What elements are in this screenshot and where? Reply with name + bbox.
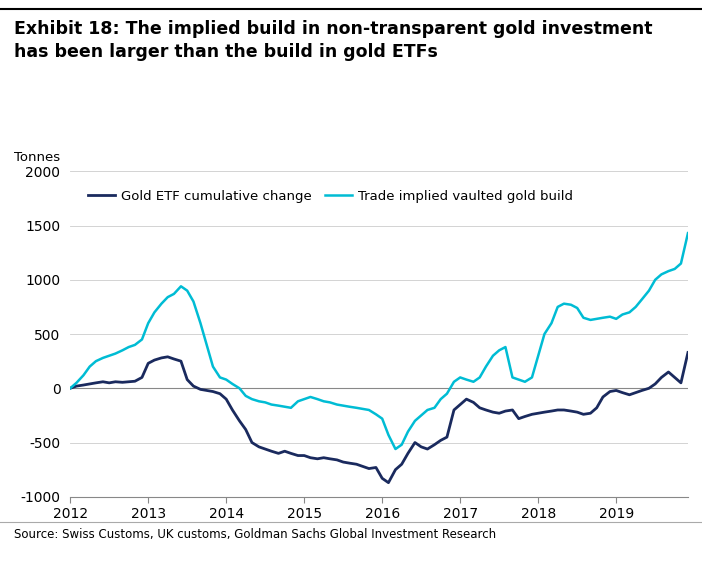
Gold ETF cumulative change: [150, 357, 159, 364]
Line: Gold ETF cumulative change: Gold ETF cumulative change: [70, 352, 688, 482]
Gold ETF cumulative change: [404, 450, 412, 457]
Gold ETF cumulative change: [241, 426, 250, 433]
Legend: Gold ETF cumulative change, Trade implied vaulted gold build: Gold ETF cumulative change, Trade implie…: [83, 184, 578, 208]
Gold ETF cumulative change: [333, 456, 341, 463]
Gold ETF cumulative change: [384, 479, 392, 486]
Trade implied vaulted gold build: [378, 415, 386, 422]
Trade implied vaulted gold build: [66, 385, 74, 392]
Text: has been larger than the build in gold ETFs: has been larger than the build in gold E…: [14, 43, 438, 61]
Gold ETF cumulative change: [637, 387, 646, 394]
Trade implied vaulted gold build: [241, 392, 250, 399]
Text: Tonnes: Tonnes: [14, 151, 60, 164]
Gold ETF cumulative change: [66, 385, 74, 392]
Gold ETF cumulative change: [684, 349, 692, 356]
Text: Exhibit 18: The implied build in non-transparent gold investment: Exhibit 18: The implied build in non-tra…: [14, 20, 653, 38]
Trade implied vaulted gold build: [404, 428, 412, 435]
Trade implied vaulted gold build: [391, 445, 399, 452]
Trade implied vaulted gold build: [637, 296, 646, 303]
Text: Source: Swiss Customs, UK customs, Goldman Sachs Global Investment Research: Source: Swiss Customs, UK customs, Goldm…: [14, 528, 496, 541]
Trade implied vaulted gold build: [150, 309, 159, 316]
Gold ETF cumulative change: [378, 475, 386, 482]
Line: Trade implied vaulted gold build: Trade implied vaulted gold build: [70, 233, 688, 449]
Trade implied vaulted gold build: [333, 401, 341, 408]
Trade implied vaulted gold build: [684, 230, 692, 236]
